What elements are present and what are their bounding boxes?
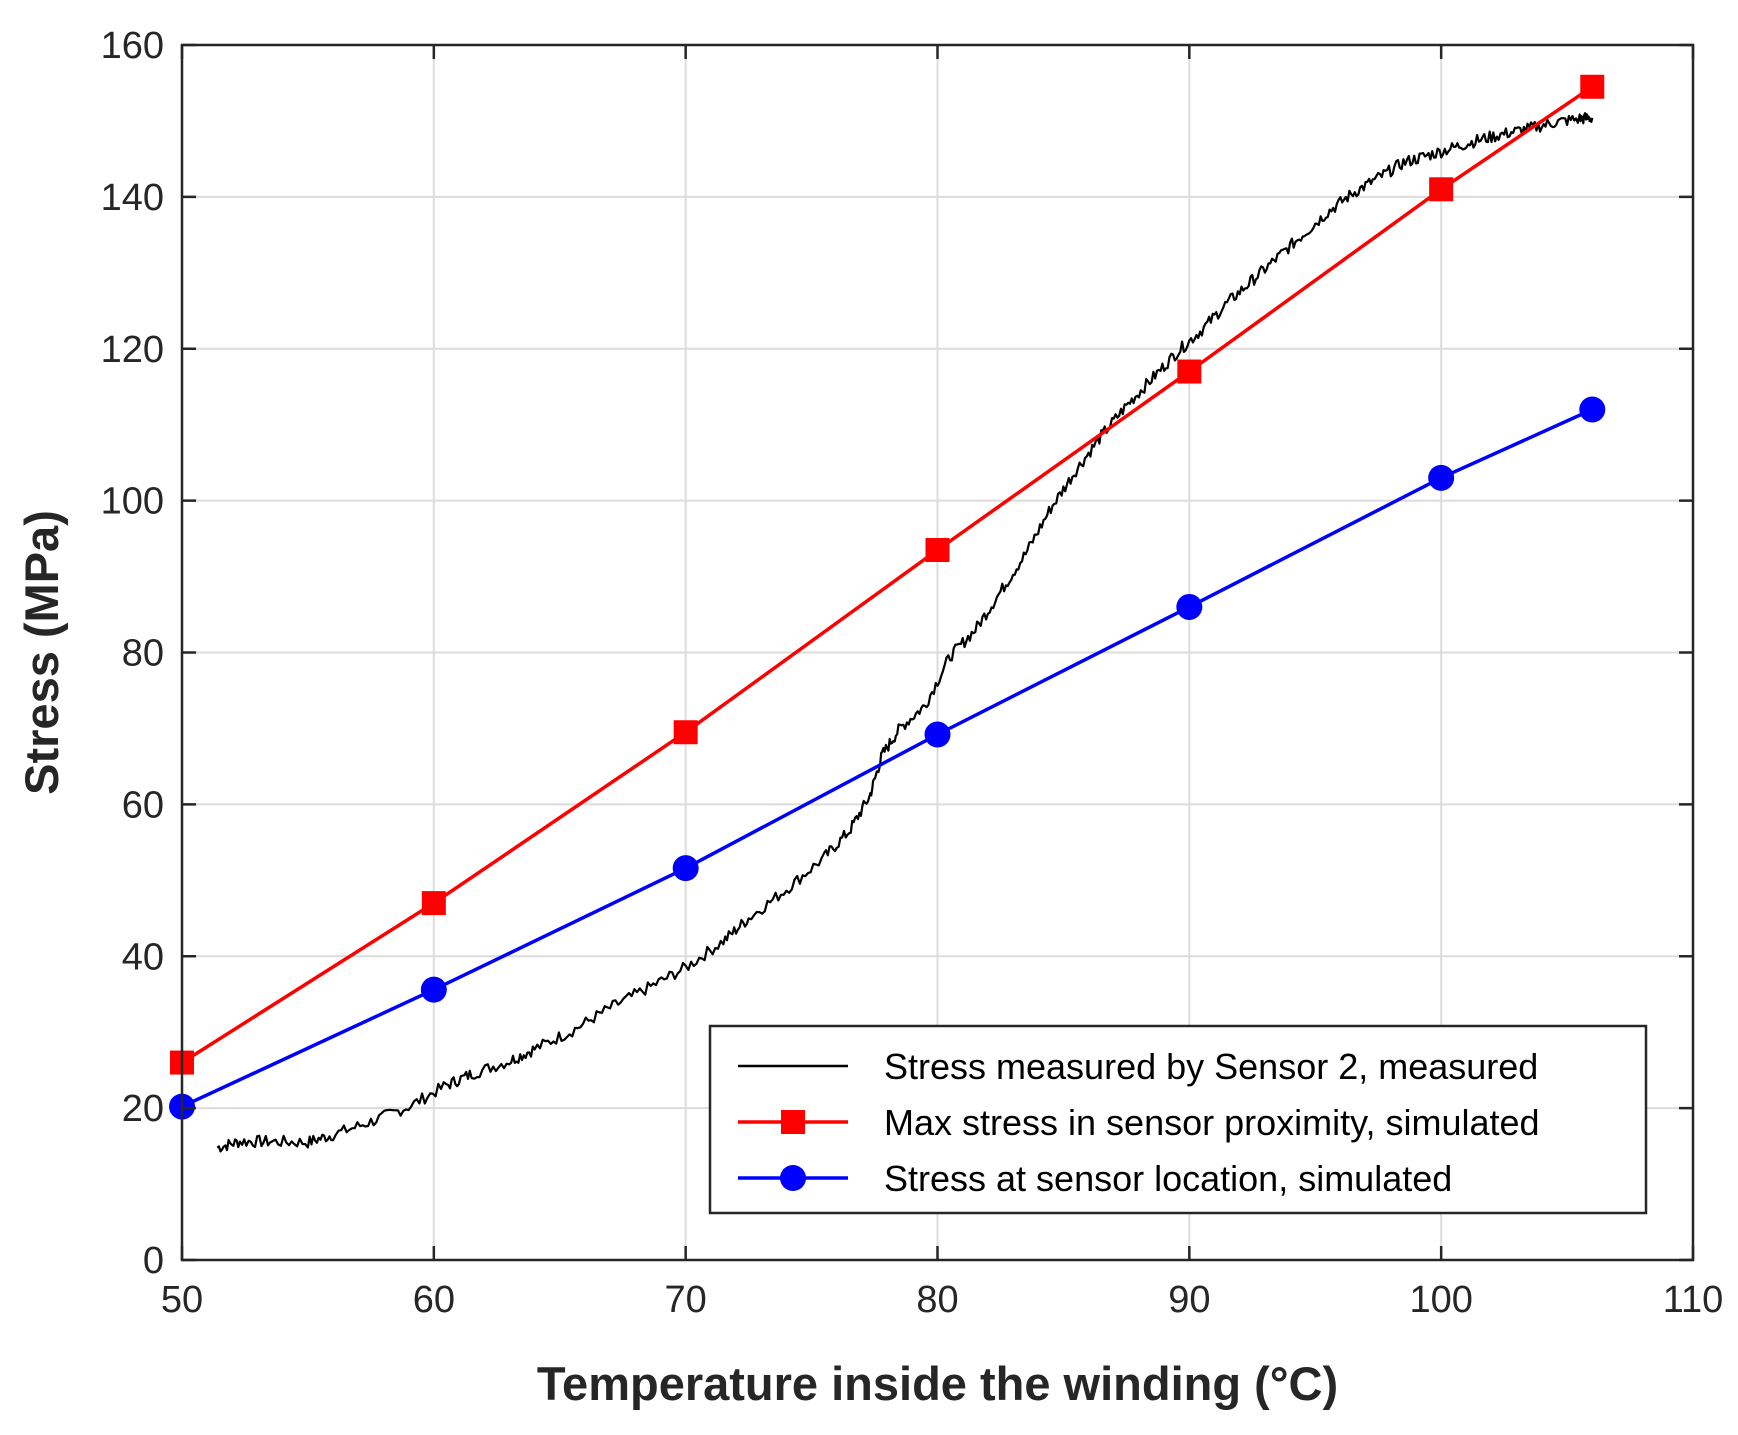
legend-label: Stress measured by Sensor 2, measured xyxy=(884,1046,1538,1087)
legend-box xyxy=(708,1024,1648,1215)
grid-lines xyxy=(182,45,1693,1260)
x-tick-label: 110 xyxy=(1663,1279,1724,1321)
y-axis-title: Stress (MPa) xyxy=(15,510,68,795)
y-tick-label: 140 xyxy=(101,177,164,219)
legend-label: Stress at sensor location, simulated xyxy=(884,1158,1452,1199)
data-point-marker xyxy=(421,891,446,916)
data-point-marker xyxy=(673,720,698,745)
axis-ticks: 50 60 70 80 90 100 110 0 20 40 60 80 100 120 140 160 xyxy=(101,25,1724,1321)
series-1 xyxy=(216,112,1594,1153)
data-point-marker xyxy=(672,855,699,882)
y-tick-label: 0 xyxy=(143,1240,164,1282)
data-point-marker xyxy=(1177,359,1202,384)
legend-swatch-marker xyxy=(781,1110,805,1134)
data-point-marker xyxy=(1176,593,1203,620)
x-tick-label: 60 xyxy=(413,1279,455,1321)
x-tick-label: 90 xyxy=(1168,1279,1210,1321)
series-2 xyxy=(170,74,1605,1075)
x-tick-label: 50 xyxy=(161,1279,203,1321)
data-point-marker xyxy=(1428,464,1455,491)
measured-stress-line xyxy=(216,112,1594,1153)
legend-item: Stress measured by Sensor 2, measured xyxy=(738,1046,1538,1087)
y-tick-label: 160 xyxy=(101,25,164,67)
data-point-marker xyxy=(420,976,447,1003)
y-tick-label: 40 xyxy=(122,936,164,978)
legend: Stress measured by Sensor 2, measured Max… xyxy=(708,1024,1648,1215)
legend-swatch-marker xyxy=(780,1165,806,1191)
data-point-marker xyxy=(1579,396,1606,423)
x-tick-label: 70 xyxy=(665,1279,707,1321)
y-tick-label: 80 xyxy=(122,633,164,675)
y-tick-label: 20 xyxy=(122,1088,164,1130)
x-tick-label: 80 xyxy=(916,1279,958,1321)
legend-label: Max stress in sensor proximity, simulate… xyxy=(884,1102,1540,1143)
y-tick-label: 120 xyxy=(101,329,164,371)
legend-item: Stress at sensor location, simulated xyxy=(738,1158,1452,1199)
y-tick-label: 60 xyxy=(122,784,164,826)
y-tick-label: 100 xyxy=(101,481,164,523)
data-point-marker xyxy=(1429,177,1454,202)
x-axis-title: Temperature inside the winding (°C) xyxy=(537,1357,1338,1410)
x-tick-label: 100 xyxy=(1409,1279,1472,1321)
data-point-marker xyxy=(924,721,951,748)
data-point-marker xyxy=(925,537,950,562)
data-point-marker xyxy=(1580,74,1605,99)
series-3 xyxy=(169,396,1606,1120)
series-layer xyxy=(169,74,1606,1153)
legend-item: Max stress in sensor proximity, simulate… xyxy=(738,1102,1540,1143)
